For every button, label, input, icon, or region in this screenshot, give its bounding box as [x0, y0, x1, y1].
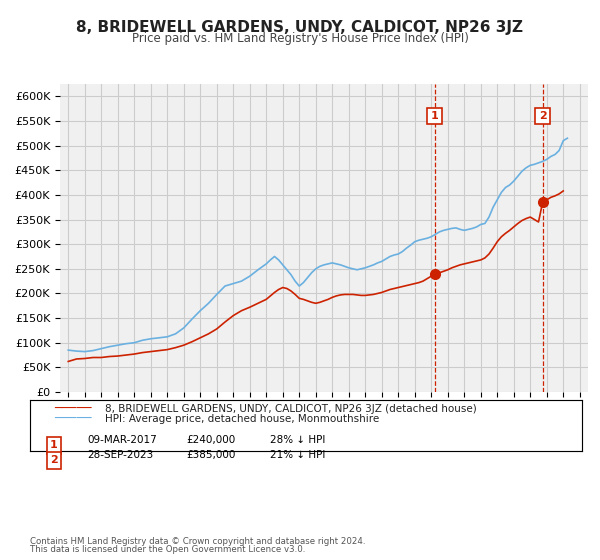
Text: Price paid vs. HM Land Registry's House Price Index (HPI): Price paid vs. HM Land Registry's House …	[131, 32, 469, 45]
Text: 21% ↓ HPI: 21% ↓ HPI	[270, 450, 325, 460]
Text: 28-SEP-2023: 28-SEP-2023	[87, 450, 153, 460]
Text: 2: 2	[50, 455, 58, 465]
Text: ─────: ─────	[54, 412, 91, 426]
Text: ─────: ─────	[54, 402, 91, 416]
Text: 8, BRIDEWELL GARDENS, UNDY, CALDICOT, NP26 3JZ (detached house): 8, BRIDEWELL GARDENS, UNDY, CALDICOT, NP…	[105, 404, 477, 414]
Text: 1: 1	[431, 111, 439, 121]
Text: £385,000: £385,000	[186, 450, 235, 460]
Text: 28% ↓ HPI: 28% ↓ HPI	[270, 435, 325, 445]
Text: Contains HM Land Registry data © Crown copyright and database right 2024.: Contains HM Land Registry data © Crown c…	[30, 537, 365, 546]
Text: £240,000: £240,000	[186, 435, 235, 445]
Text: 8, BRIDEWELL GARDENS, UNDY, CALDICOT, NP26 3JZ: 8, BRIDEWELL GARDENS, UNDY, CALDICOT, NP…	[77, 20, 523, 35]
Text: 2: 2	[539, 111, 547, 121]
Text: This data is licensed under the Open Government Licence v3.0.: This data is licensed under the Open Gov…	[30, 545, 305, 554]
Text: 09-MAR-2017: 09-MAR-2017	[87, 435, 157, 445]
Text: 1: 1	[50, 440, 58, 450]
Text: HPI: Average price, detached house, Monmouthshire: HPI: Average price, detached house, Monm…	[105, 414, 379, 424]
